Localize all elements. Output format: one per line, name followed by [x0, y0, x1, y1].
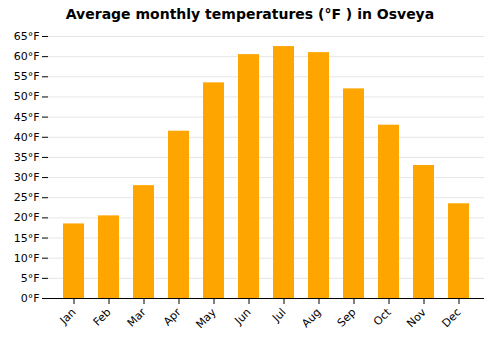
html-text:Average monthly temperatures (: Average monthly temperatures (°F ) in Os… [65, 6, 435, 22]
svg-text:Nov: Nov [404, 305, 429, 330]
svg-text:20°F: 20°F [14, 211, 40, 224]
svg-text:30°F: 30°F [14, 171, 40, 184]
svg-text:Sep: Sep [335, 306, 359, 330]
svg-text:Oct: Oct [371, 305, 394, 328]
svg-text:50°F: 50°F [14, 90, 40, 103]
svg-text:Mar: Mar [125, 305, 149, 329]
svg-text:Feb: Feb [91, 306, 114, 329]
svg-text:Jun: Jun [232, 306, 254, 328]
svg-text:60°F: 60°F [14, 50, 40, 63]
svg-text:35°F: 35°F [14, 151, 40, 164]
svg-text:25°F: 25°F [14, 191, 40, 204]
svg-text:55°F: 55°F [14, 70, 40, 83]
svg-text:5°F: 5°F [21, 272, 40, 285]
svg-text:40°F: 40°F [14, 131, 40, 144]
svg-text:Dec: Dec [439, 306, 463, 330]
svg-text:Jan: Jan [57, 306, 79, 328]
svg-text:May: May [193, 305, 219, 331]
svg-text:Aug: Aug [299, 306, 323, 330]
svg-text:15°F: 15°F [14, 232, 40, 245]
svg-text:65°F: 65°F [14, 30, 40, 43]
svg-text:10°F: 10°F [14, 252, 40, 265]
svg-text:45°F: 45°F [14, 111, 40, 124]
svg-text:Apr: Apr [161, 305, 184, 328]
svg-text:Jul: Jul [269, 306, 288, 325]
svg-text:0°F: 0°F [21, 292, 40, 305]
